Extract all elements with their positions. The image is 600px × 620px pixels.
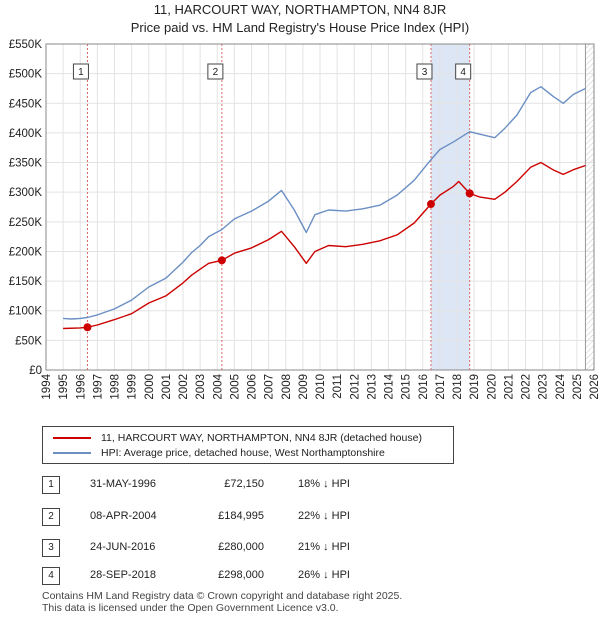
sale-marker-4 [465, 189, 474, 198]
y-tick-label: £200K [9, 246, 43, 258]
y-tick-label: £0 [29, 365, 42, 377]
transaction-badge: 4 [42, 567, 60, 585]
legend-label-property: 11, HARCOURT WAY, NORTHAMPTON, NN4 8JR (… [101, 432, 422, 444]
transaction-badge: 2 [42, 508, 60, 526]
price-chart: 1 2 3 4 £0 £50K £100K £150K £200K £250K £300K £350K… [9, 39, 600, 400]
transaction-date: 31-MAY-1996 [90, 478, 157, 490]
transaction-hpi: 21% ↓ HPI [298, 541, 350, 553]
x-tick-label: 2017 [435, 374, 447, 400]
transaction-price: £184,995 [218, 510, 264, 522]
y-tick-label: £100K [9, 306, 43, 318]
transaction-price: £298,000 [218, 569, 264, 581]
property-price-line [63, 161, 586, 330]
x-tick-label: 2008 [281, 374, 293, 400]
transaction-hpi: 26% ↓ HPI [298, 569, 350, 581]
y-tick-label: £400K [9, 128, 43, 140]
transaction-price: £280,000 [218, 541, 264, 553]
y-tick-label: £300K [9, 187, 43, 199]
y-tick-label: £550K [9, 39, 43, 51]
y-tick-label: £150K [9, 276, 43, 288]
x-tick-label: 2016 [418, 374, 430, 400]
x-tick-label: 2026 [589, 374, 600, 400]
x-tick-label: 2015 [401, 374, 413, 400]
event-label-3: 3 [422, 67, 428, 78]
x-tick-label: 2025 [572, 374, 584, 400]
transaction-date: 24-JUN-2016 [90, 541, 156, 553]
x-tick-label: 1998 [110, 374, 122, 400]
x-tick-label: 1995 [58, 374, 70, 400]
sale-marker-2 [217, 256, 226, 265]
sale-marker-3 [426, 200, 435, 209]
x-tick-label: 2009 [298, 374, 310, 400]
legend-item-property: 11, HARCOURT WAY, NORTHAMPTON, NN4 8JR (… [53, 431, 422, 445]
shaded-period [430, 44, 470, 370]
transaction-date: 28-SEP-2018 [90, 569, 157, 581]
chart-subtitle: Price paid vs. HM Land Registry's House … [130, 20, 470, 35]
x-tick-label: 2007 [264, 374, 276, 400]
transaction-hpi: 22% ↓ HPI [298, 510, 350, 522]
x-tick-label: 2010 [315, 374, 327, 400]
x-tick-label: 2023 [538, 374, 550, 400]
x-tick-label: 2000 [144, 374, 156, 400]
event-label-1: 1 [78, 67, 84, 78]
event-label-box-3 [416, 63, 433, 80]
event-label-4: 4 [460, 67, 466, 78]
x-tick-label: 1997 [92, 374, 104, 400]
plot-frame [45, 43, 595, 371]
x-tick-label: 2006 [247, 374, 259, 400]
transaction-price: £72,150 [224, 478, 264, 490]
sale-marker-1 [83, 323, 92, 332]
transaction-badge: 1 [42, 476, 60, 494]
x-tick-label: 2011 [332, 374, 344, 399]
x-tick-label: 1999 [127, 374, 139, 400]
x-tick-label: 1994 [41, 373, 53, 399]
event-label-box-2 [207, 63, 224, 80]
transaction-hpi: 18% ↓ HPI [298, 478, 350, 490]
transaction-date: 08-APR-2004 [90, 510, 157, 522]
x-tick-label: 2014 [384, 373, 396, 399]
x-tick-label: 2001 [161, 374, 173, 400]
x-tick-label: 2022 [521, 374, 533, 400]
footer-copyright: Contains HM Land Registry data © Crown c… [42, 590, 403, 602]
event-label-box-1 [72, 63, 89, 80]
x-tick-label: 2019 [469, 374, 481, 400]
x-tick-label: 2012 [349, 374, 361, 400]
event-label-box-4 [455, 63, 472, 80]
y-tick-label: £500K [9, 69, 43, 81]
x-tick-label: 2003 [195, 374, 207, 400]
x-tick-label: 2004 [212, 373, 224, 399]
chart-title: 11, HARCOURT WAY, NORTHAMPTON, NN4 8JR [153, 2, 447, 17]
x-tick-label: 2002 [178, 374, 190, 400]
x-tick-label: 2024 [555, 373, 567, 399]
x-tick-label: 2020 [486, 374, 498, 400]
x-tick-label: 2013 [366, 374, 378, 400]
x-tick-label: 1996 [75, 374, 87, 400]
x-tick-label: 2021 [503, 374, 515, 400]
legend-swatch-hpi [53, 452, 91, 454]
hpi-line [63, 85, 586, 320]
legend-label-hpi: HPI: Average price, detached house, West… [101, 447, 385, 459]
y-tick-label: £50K [15, 335, 42, 347]
y-tick-label: £250K [9, 217, 43, 229]
legend: 11, HARCOURT WAY, NORTHAMPTON, NN4 8JR (… [42, 426, 454, 464]
event-label-2: 2 [213, 67, 219, 78]
y-tick-label: £350K [9, 158, 43, 170]
transaction-badge: 3 [42, 539, 60, 557]
y-tick-label: £450K [9, 98, 43, 110]
future-hatch-area [585, 44, 594, 370]
footer-licence: This data is licensed under the Open Gov… [42, 602, 339, 614]
legend-swatch-property [53, 437, 91, 439]
legend-item-hpi: HPI: Average price, detached house, West… [53, 446, 385, 460]
x-tick-label: 2005 [229, 374, 241, 400]
x-tick-label: 2018 [452, 374, 464, 400]
